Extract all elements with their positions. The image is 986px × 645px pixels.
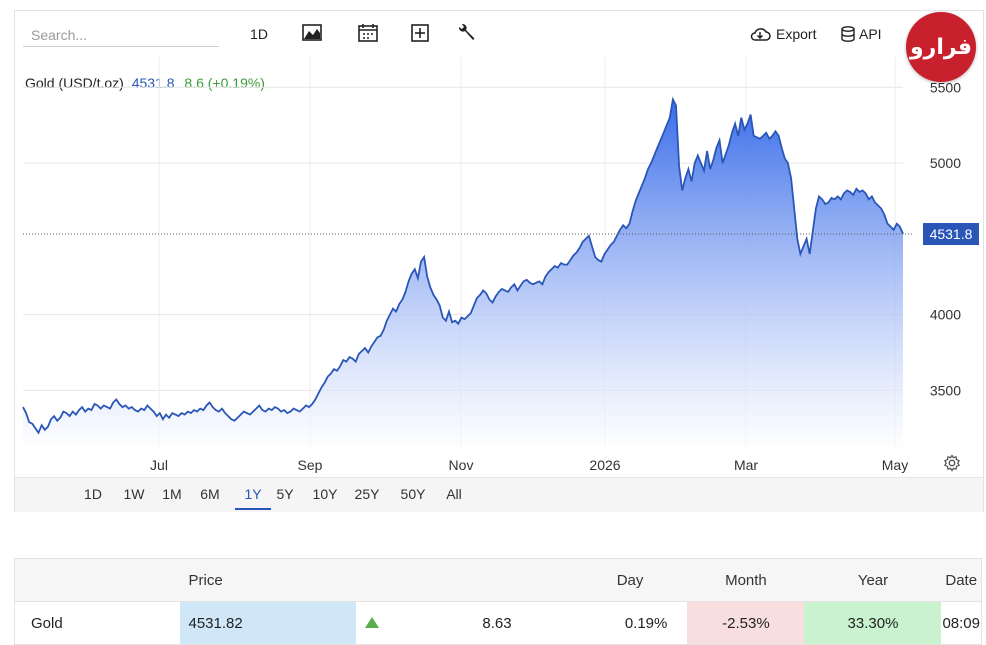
price-chart[interactable]: 4531.8 5500 5000 4000 3500 Jul Sep Nov 2026 Mar Ma… xyxy=(15,57,983,477)
x-tick-label: Mar xyxy=(734,457,758,473)
last-value-badge xyxy=(923,223,979,246)
range-button-1m[interactable]: 1M xyxy=(162,486,182,502)
gear-icon[interactable] xyxy=(943,454,961,472)
database-icon xyxy=(841,26,855,42)
header-month: Month xyxy=(687,558,805,602)
export-label: Export xyxy=(776,26,817,42)
chart-toolbar: 1D Export xyxy=(15,11,983,57)
header-day: Day xyxy=(523,558,688,602)
row-day-pct: 0.19% xyxy=(624,614,668,632)
row-name[interactable]: Gold xyxy=(31,614,63,632)
row-date: 08:09 xyxy=(942,614,980,632)
interval-button[interactable]: 1D xyxy=(250,26,268,42)
table-row[interactable]: Gold 4531.82 8.63 0.19% -2.53% 33.30% 08… xyxy=(15,601,982,645)
export-button[interactable]: Export xyxy=(749,23,816,45)
range-button-6m[interactable]: 6M xyxy=(200,486,220,502)
range-button-50y[interactable]: 50Y xyxy=(400,486,426,502)
header-name xyxy=(14,558,181,602)
last-value-label: 4531.8 xyxy=(930,226,973,242)
row-year: 33.30% xyxy=(804,601,942,645)
row-price: 4531.82 xyxy=(180,601,357,645)
x-tick-label: Jul xyxy=(150,457,168,473)
cloud-download-icon xyxy=(750,28,771,41)
api-button[interactable]: API xyxy=(841,23,882,45)
row-month: -2.53% xyxy=(687,601,805,645)
x-tick-label: Nov xyxy=(449,457,474,473)
row-day-change: 8.63 xyxy=(482,614,512,632)
site-logo: فرارو xyxy=(906,12,976,82)
search-input[interactable] xyxy=(23,23,219,47)
header-arrow xyxy=(356,558,388,602)
wrench-icon[interactable] xyxy=(455,22,477,44)
x-tick-label: Sep xyxy=(298,457,323,473)
range-button-1y[interactable]: 1Y xyxy=(235,478,271,510)
range-selector: 1D 1W 1M 6M 1Y 5Y 10Y 25Y 50Y All xyxy=(15,477,983,512)
table-header-row: Price Day Month Year Date xyxy=(14,558,982,602)
x-tick-label: 2026 xyxy=(589,457,620,473)
header-date: Date xyxy=(941,558,982,602)
y-tick-label: 5500 xyxy=(930,79,961,95)
header-change xyxy=(387,558,524,602)
y-tick-label: 4000 xyxy=(930,307,961,323)
x-tick-label: May xyxy=(882,457,908,473)
range-button-10y[interactable]: 10Y xyxy=(312,486,338,502)
series-area xyxy=(23,99,903,452)
range-button-all[interactable]: All xyxy=(446,486,462,502)
range-button-1d[interactable]: 1D xyxy=(84,486,102,502)
range-button-1w[interactable]: 1W xyxy=(123,486,145,502)
header-price: Price xyxy=(180,558,357,602)
plus-box-icon[interactable] xyxy=(409,22,431,44)
area-chart-icon[interactable] xyxy=(301,22,323,44)
y-tick-label: 5000 xyxy=(930,155,961,171)
quote-table: Price Day Month Year Date Gold 4531.82 8… xyxy=(14,558,982,645)
range-button-25y[interactable]: 25Y xyxy=(354,486,380,502)
triangle-up-icon xyxy=(356,602,388,645)
logo-text: فرارو xyxy=(910,34,972,60)
series-line xyxy=(22,96,904,435)
api-label: API xyxy=(859,26,882,42)
chart-panel: 1D Export xyxy=(14,10,984,512)
range-button-5y[interactable]: 5Y xyxy=(276,486,294,502)
y-tick-label: 3500 xyxy=(930,382,961,398)
header-year: Year xyxy=(804,558,942,602)
calendar-icon[interactable] xyxy=(357,22,379,44)
